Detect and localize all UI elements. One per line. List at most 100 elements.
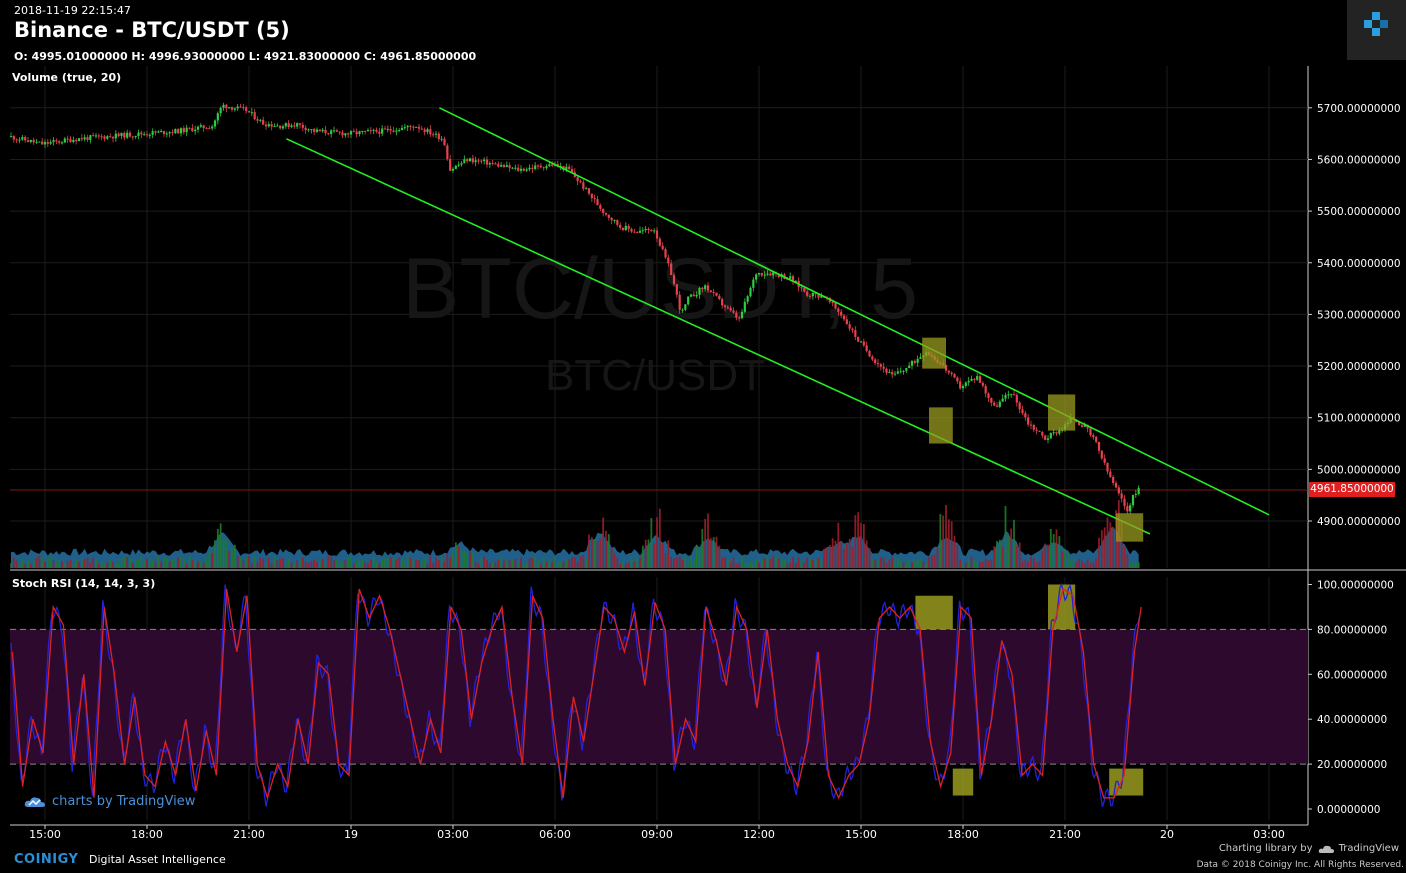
candle-body [55, 140, 58, 142]
candle-body [743, 301, 746, 312]
candle-body [406, 125, 409, 128]
candle-body [131, 136, 134, 138]
volume-bar [313, 559, 316, 568]
volume-bar [27, 560, 29, 568]
volume-bar [973, 560, 976, 568]
candle-body [1080, 425, 1084, 427]
volume-bar [415, 560, 418, 568]
volume-indicator-label[interactable]: Volume (true, 20) [12, 71, 122, 84]
candle-body [114, 133, 117, 139]
candle-body [497, 163, 500, 167]
candle-body [383, 128, 387, 130]
candle-body [565, 166, 568, 171]
volume-bar [100, 561, 103, 568]
volume-bar [429, 556, 432, 568]
candle-body [386, 128, 389, 130]
volume-bar [930, 555, 933, 568]
candle-body [613, 219, 616, 221]
coinigy-logo-button[interactable] [1347, 0, 1406, 60]
candle-body [704, 285, 707, 289]
candle-body [715, 292, 718, 296]
volume-bar [401, 558, 403, 568]
candle-body [468, 158, 472, 162]
candle-body [378, 131, 381, 134]
candle-body [137, 132, 140, 136]
time-tick-label: 15:00 [29, 828, 61, 841]
candle-body [310, 129, 313, 131]
candle-body [128, 132, 132, 137]
volume-bar [690, 556, 692, 568]
volume-bar [69, 559, 72, 568]
volume-bar [163, 557, 165, 568]
candle-body [245, 107, 248, 112]
stoch-k-line [10, 582, 1141, 807]
volume-bar [658, 508, 661, 568]
candle-body [1024, 413, 1027, 418]
volume-bar [656, 517, 658, 568]
volume-bar [486, 559, 488, 568]
candle-body [293, 125, 296, 127]
candle-body [582, 182, 585, 189]
volume-bar [874, 559, 877, 568]
volume-bar [1004, 505, 1007, 568]
volume-bar [823, 548, 826, 568]
candle-body [287, 123, 290, 128]
candle-body [185, 127, 188, 133]
candle-body [1114, 482, 1118, 488]
volume-bar [423, 558, 426, 568]
candle-body [208, 128, 211, 130]
candle-body [94, 135, 98, 137]
candle-body [228, 107, 231, 109]
candle-body [1117, 487, 1120, 494]
volume-bar [114, 563, 117, 568]
volume-bar [350, 557, 352, 568]
volume-bar [593, 539, 596, 568]
candle-body [670, 263, 673, 275]
candle-body [599, 205, 602, 209]
tradingview-brand-text: charts by TradingView [52, 794, 196, 809]
highlight-box-price [1048, 394, 1076, 431]
candle-body [109, 136, 112, 138]
candle-body [862, 341, 865, 346]
candle-body [916, 358, 919, 363]
volume-bar [882, 557, 885, 568]
volume-bar [469, 552, 471, 568]
candle-body [984, 385, 987, 394]
volume-bar [449, 557, 452, 568]
volume-bar [219, 523, 222, 568]
volume-bar [437, 560, 440, 568]
tradingview-credit-link[interactable]: TradingView [1338, 843, 1399, 854]
volume-bar [871, 559, 874, 568]
stoch-rsi-indicator-label[interactable]: Stoch RSI (14, 14, 3, 3) [12, 577, 156, 590]
volume-bar [1044, 544, 1047, 568]
candle-body [321, 129, 324, 132]
volume-bar [576, 562, 579, 568]
candle-body [446, 145, 449, 160]
tradingview-brand-link[interactable]: charts by TradingView [24, 794, 195, 809]
candle-body [803, 288, 806, 292]
candle-body [66, 138, 69, 140]
candle-body [194, 129, 197, 132]
volume-bar [103, 563, 106, 568]
candle-body [358, 131, 361, 135]
candle-body [451, 168, 455, 171]
time-tick-label: 03:00 [437, 828, 469, 841]
candle-body [842, 315, 846, 320]
volume-bar [840, 541, 843, 568]
candle-body [1134, 493, 1137, 496]
volume-bar [811, 560, 814, 568]
candle-body [630, 228, 633, 232]
volume-bar [953, 535, 956, 568]
candle-body [689, 294, 693, 297]
candle-body [41, 141, 44, 145]
volume-bar [514, 558, 517, 568]
candle-body [757, 272, 761, 275]
coinigy-wordmark: COINIGY [14, 852, 79, 867]
candle-body [865, 345, 868, 352]
volume-bar [55, 562, 58, 568]
volume-bar [1098, 537, 1100, 568]
candle-body [570, 168, 574, 173]
candle-body [548, 164, 551, 167]
volume-bar [701, 528, 704, 568]
